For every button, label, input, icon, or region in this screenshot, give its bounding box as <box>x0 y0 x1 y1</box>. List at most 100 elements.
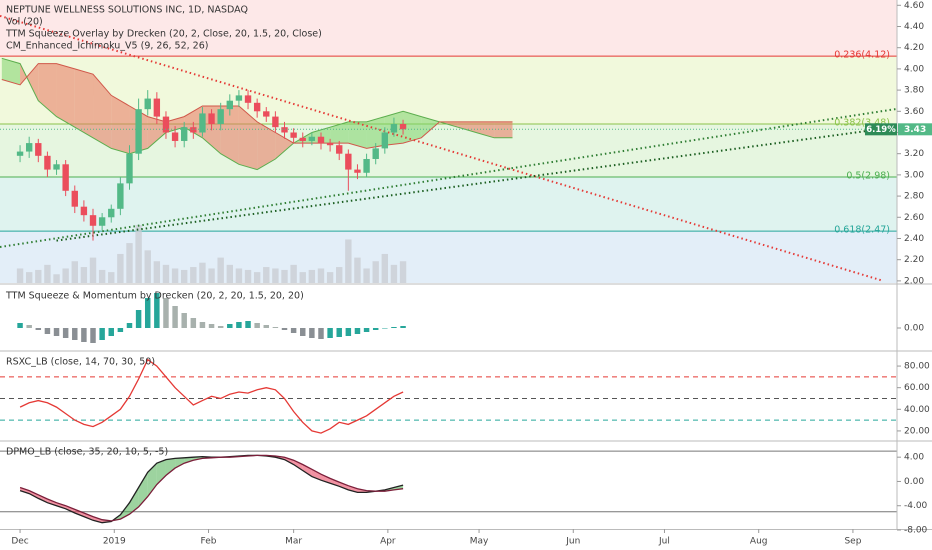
candle-body <box>290 132 297 138</box>
plot-layer <box>0 0 897 524</box>
volume-bar <box>53 274 60 283</box>
momentum-bar <box>62 328 69 338</box>
momentum-bar <box>272 327 279 328</box>
y-tick-label: 2.40 <box>904 234 924 244</box>
x-tick-label: 2019 <box>103 537 126 547</box>
momentum-bar <box>382 328 388 329</box>
candle-body <box>217 109 224 125</box>
volume-bar <box>244 269 252 283</box>
momentum-bar <box>35 328 42 330</box>
candle-body <box>144 98 151 110</box>
volume-bar <box>44 264 51 283</box>
momentum-bar <box>281 328 288 330</box>
cloud-segment <box>366 116 385 149</box>
pane <box>0 0 897 283</box>
candle-body <box>272 116 279 128</box>
cross-fill <box>293 460 303 471</box>
momentum-bar <box>327 328 333 338</box>
x-tick-label: Apr <box>380 537 396 547</box>
volume-bar <box>354 257 361 283</box>
momentum-bar <box>17 323 23 328</box>
momentum-bar <box>44 328 51 334</box>
candle-body <box>354 169 361 173</box>
momentum-bar <box>81 328 87 342</box>
volume-bar <box>345 239 352 283</box>
candle-body <box>190 127 197 133</box>
candle-body <box>135 109 142 154</box>
cloud-segment <box>421 116 440 138</box>
pane-title: DPMO_LB (close, 35, 20, 10, 5, -5) <box>6 447 168 458</box>
candle-body <box>381 132 389 149</box>
momentum-bar <box>163 298 169 328</box>
cloud-segment <box>238 105 258 170</box>
volume-bar <box>117 253 124 283</box>
candle-body <box>117 183 124 209</box>
indicator-line <box>19 358 404 434</box>
y-tick-label: 2.00 <box>904 276 924 286</box>
candle-body <box>162 116 170 133</box>
volume-bar <box>171 268 179 283</box>
cross-fill <box>330 478 340 487</box>
volume-bar <box>336 267 343 283</box>
cross-fill <box>65 505 75 514</box>
y-tick-label: 4.00 <box>904 64 924 74</box>
cross-fill <box>20 487 30 494</box>
candle-body <box>80 206 88 216</box>
volume-bar <box>317 268 325 283</box>
volume-bar <box>217 257 224 283</box>
candle-body <box>235 95 243 101</box>
y-tick-label: 4.20 <box>904 43 924 53</box>
candle-body <box>53 164 60 170</box>
y-tick-label: 4.60 <box>904 1 924 11</box>
y-tick-label: 0.00 <box>904 324 924 334</box>
volume-bar <box>235 268 243 283</box>
indicator-line <box>19 454 404 522</box>
volume-bar <box>181 269 188 283</box>
volume-bar <box>381 253 389 283</box>
candle-body <box>363 158 370 173</box>
fib-label: 0.382(3.48) <box>834 118 890 129</box>
x-tick-label: Mar <box>285 537 302 547</box>
volume-bar <box>372 261 379 283</box>
cross-fill <box>348 485 358 493</box>
momentum-bar <box>336 328 342 337</box>
fib-label: 0.618(2.47) <box>834 225 890 236</box>
momentum-bar <box>117 328 124 332</box>
candle-body <box>263 111 270 117</box>
trendline <box>0 14 884 282</box>
momentum-bar <box>172 306 178 328</box>
momentum-bar <box>108 328 114 336</box>
cloud-segment <box>330 121 349 144</box>
trendline <box>56 129 872 242</box>
volume-bar <box>190 267 197 283</box>
volume-bar <box>226 264 233 283</box>
cross-fill <box>165 458 176 476</box>
y-tick-label: 40.00 <box>904 405 930 415</box>
momentum-bar <box>135 310 142 328</box>
chart-title: NEPTUNE WELLNESS SOLUTIONS INC, 1D, NASD… <box>6 5 248 16</box>
momentum-bar <box>263 325 270 328</box>
pane <box>0 450 897 524</box>
volume-bar <box>71 261 78 283</box>
legend-entry: TTM Squeeze Overlay by Drecken (20, 2, C… <box>5 29 322 40</box>
x-tick-label: Jul <box>658 537 670 547</box>
fib-label: 0.236(4.12) <box>834 50 890 61</box>
cloud-segment <box>74 68 94 138</box>
candle-body <box>308 136 316 141</box>
legend-entry: CM_Enhanced_Ichimoku_V5 (9, 26, 52, 26) <box>6 41 208 52</box>
cross-fill <box>93 516 103 523</box>
volume-bar <box>399 261 407 283</box>
candle-body <box>317 136 325 144</box>
volume-bar <box>290 264 297 283</box>
volume-bar <box>390 264 398 283</box>
momentum-bar <box>345 328 352 336</box>
y-tick-label: 3.00 <box>904 170 924 180</box>
cloud-segment <box>476 121 495 138</box>
candle-body <box>35 143 42 156</box>
momentum-bar <box>254 323 260 328</box>
y-tick-label: 3.60 <box>904 107 924 117</box>
volume-bar <box>272 268 279 283</box>
volume-bar <box>253 272 261 283</box>
change-tag <box>865 123 897 136</box>
momentum-bar <box>227 324 233 328</box>
